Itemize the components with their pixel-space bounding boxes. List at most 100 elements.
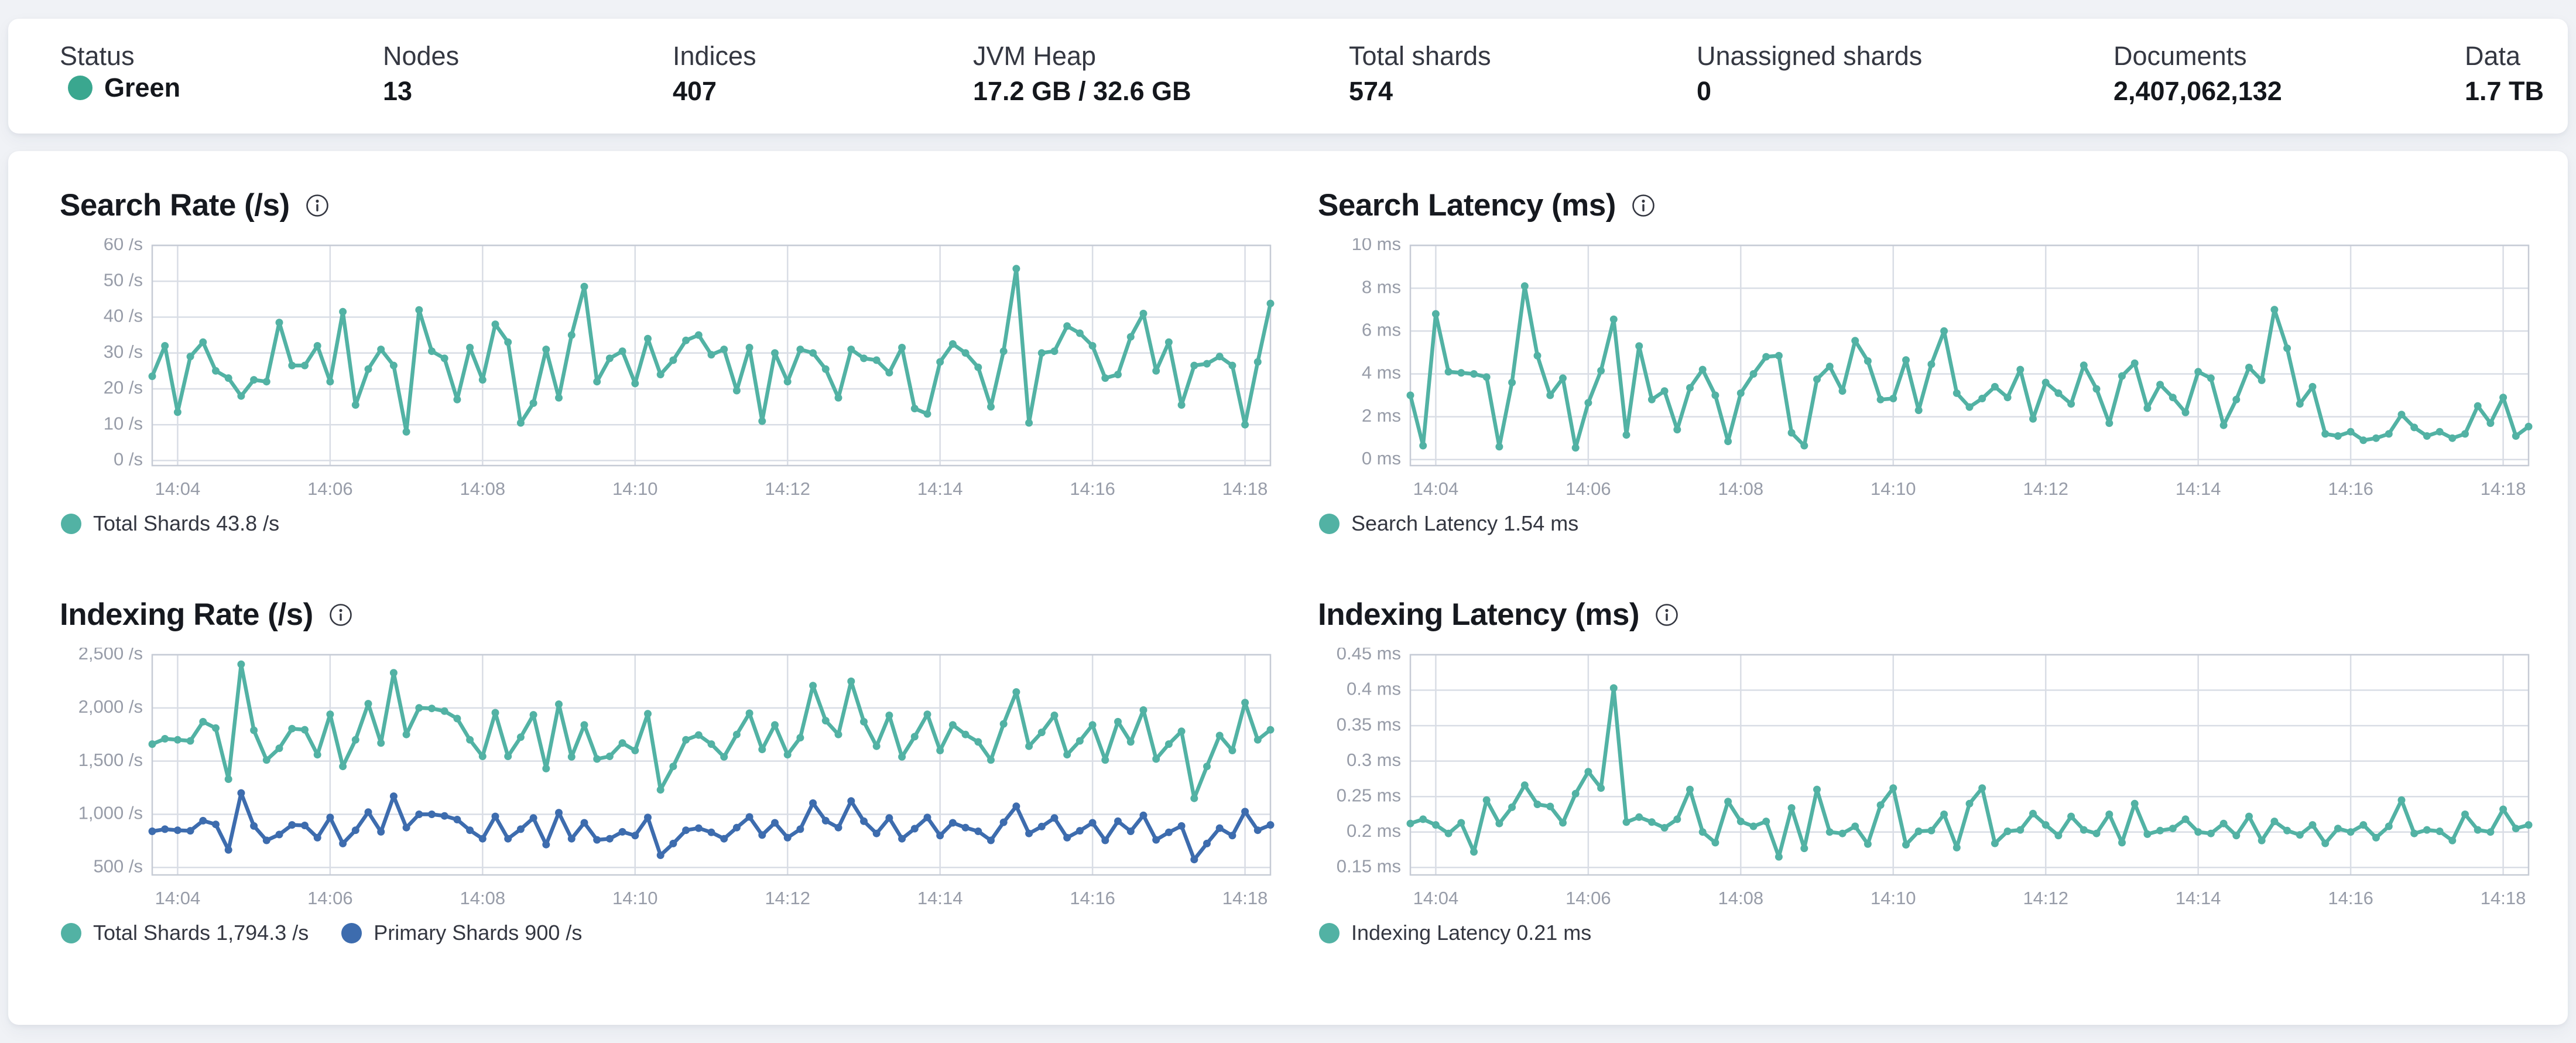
svg-text:14:12: 14:12 — [765, 888, 810, 908]
svg-text:1,000 /s: 1,000 /s — [78, 803, 143, 823]
svg-text:14:12: 14:12 — [2023, 888, 2068, 908]
svg-text:8 ms: 8 ms — [1362, 276, 1401, 297]
info-icon[interactable] — [305, 193, 330, 221]
legend-label: Total Shards 43.8 /s — [93, 511, 280, 535]
indexing-latency-chart[interactable]: 0.15 ms 0.2 ms 0.25 ms 0.3 ms 0.35 ms 0.4 ms 0… — [1312, 648, 2533, 911]
svg-text:14:10: 14:10 — [1871, 478, 1916, 499]
svg-text:0 ms: 0 ms — [1362, 448, 1401, 469]
svg-text:14:16: 14:16 — [1070, 478, 1115, 499]
info-icon[interactable] — [328, 603, 353, 630]
svg-text:6 ms: 6 ms — [1362, 319, 1401, 340]
info-icon[interactable] — [1654, 603, 1679, 630]
svg-text:14:16: 14:16 — [2328, 888, 2373, 908]
svg-text:0.35 ms: 0.35 ms — [1337, 714, 1401, 734]
health-status-dot — [68, 76, 93, 100]
info-icon[interactable] — [1631, 193, 1656, 221]
summary-label: Documents — [2113, 41, 2247, 71]
svg-text:500 /s: 500 /s — [94, 856, 143, 876]
summary-value: 13 — [383, 76, 413, 106]
svg-text:14:14: 14:14 — [917, 888, 963, 908]
svg-text:14:18: 14:18 — [2481, 888, 2526, 908]
legend-dot — [341, 922, 362, 943]
svg-text:2,500 /s: 2,500 /s — [78, 648, 143, 664]
svg-text:14:16: 14:16 — [2328, 478, 2373, 499]
svg-text:0.2 ms: 0.2 ms — [1347, 820, 1401, 841]
summary-value: 574 — [1349, 76, 1393, 106]
svg-text:14:04: 14:04 — [155, 478, 201, 499]
metrics-charts-panel: Search Rate (/s) 0 /s 10 /s 20 /s 30 /s 40 /… — [8, 151, 2568, 1025]
svg-text:14:14: 14:14 — [2176, 888, 2221, 908]
summary-value: 17.2 GB / 32.6 GB — [973, 76, 1191, 106]
summary-value: Green — [104, 73, 181, 102]
svg-text:14:14: 14:14 — [917, 478, 963, 499]
legend-item-indexing-latency[interactable]: Indexing Latency 0.21 ms — [1319, 921, 1591, 945]
svg-text:2,000 /s: 2,000 /s — [78, 696, 143, 717]
svg-text:14:04: 14:04 — [155, 888, 201, 908]
summary-value: 2,407,062,132 — [2113, 76, 2282, 106]
cluster-summary-bar: Status Green Nodes 13 Indices 407 JVM He… — [8, 19, 2568, 134]
chart-title: Indexing Rate (/s) — [60, 597, 313, 632]
summary-label: Status — [60, 41, 135, 71]
search-rate-chart[interactable]: 0 /s 10 /s 20 /s 30 /s 40 /s 50 /s 60 /s 14:04 1… — [54, 238, 1275, 502]
chart-title: Indexing Latency (ms) — [1318, 597, 1640, 632]
indexing-latency-chart-block: Indexing Latency (ms) 0.15 ms 0.2 ms 0.25 … — [1312, 597, 2533, 945]
svg-text:10 /s: 10 /s — [104, 413, 143, 433]
search-latency-chart-block: Search Latency (ms) 0 ms 2 ms 4 ms 6 ms 8 ms… — [1312, 187, 2533, 536]
legend-item-total-shards[interactable]: Total Shards 1,794.3 /s — [61, 921, 309, 945]
summary-label: Unassigned shards — [1697, 41, 1923, 71]
legend-label: Search Latency 1.54 ms — [1351, 511, 1579, 535]
legend-dot — [1319, 513, 1340, 534]
svg-text:14:18: 14:18 — [1222, 478, 1268, 499]
indexing-rate-chart-block: Indexing Rate (/s) 500 /s 1,000 /s 1,500 /… — [54, 597, 1275, 945]
svg-text:0.4 ms: 0.4 ms — [1347, 679, 1401, 699]
svg-text:14:04: 14:04 — [1413, 478, 1459, 499]
svg-text:14:04: 14:04 — [1413, 888, 1459, 908]
legend-label: Indexing Latency 0.21 ms — [1351, 921, 1592, 945]
svg-text:14:10: 14:10 — [1871, 888, 1916, 908]
svg-text:0.45 ms: 0.45 ms — [1337, 648, 1401, 664]
svg-text:20 /s: 20 /s — [104, 377, 143, 398]
svg-text:14:16: 14:16 — [1070, 888, 1115, 908]
svg-text:14:12: 14:12 — [2023, 478, 2068, 499]
svg-text:14:08: 14:08 — [1718, 478, 1764, 499]
svg-text:50 /s: 50 /s — [104, 269, 143, 290]
svg-text:0.15 ms: 0.15 ms — [1337, 856, 1401, 876]
svg-text:14:14: 14:14 — [2176, 478, 2221, 499]
summary-value: 0 — [1697, 76, 1712, 106]
svg-text:14:06: 14:06 — [307, 478, 353, 499]
svg-text:10 ms: 10 ms — [1352, 238, 1401, 254]
svg-text:14:06: 14:06 — [307, 888, 353, 908]
svg-text:40 /s: 40 /s — [104, 306, 143, 326]
svg-text:0.3 ms: 0.3 ms — [1347, 750, 1401, 770]
legend-label: Primary Shards 900 /s — [374, 921, 583, 945]
svg-text:14:06: 14:06 — [1566, 888, 1611, 908]
summary-value: 1.7 TB — [2465, 76, 2544, 106]
summary-label: JVM Heap — [973, 41, 1097, 71]
summary-label: Indices — [673, 41, 756, 71]
svg-text:2 ms: 2 ms — [1362, 405, 1401, 426]
search-latency-chart[interactable]: 0 ms 2 ms 4 ms 6 ms 8 ms 10 ms 14:04 14:06 14:08… — [1312, 238, 2533, 502]
legend-label: Total Shards 1,794.3 /s — [93, 921, 309, 945]
legend-item-search-latency[interactable]: Search Latency 1.54 ms — [1319, 511, 1578, 536]
chart-title: Search Latency (ms) — [1318, 188, 1616, 223]
search-rate-chart-block: Search Rate (/s) 0 /s 10 /s 20 /s 30 /s 40 /… — [54, 187, 1275, 536]
svg-text:14:12: 14:12 — [765, 478, 810, 499]
svg-text:14:08: 14:08 — [460, 888, 506, 908]
svg-text:14:08: 14:08 — [460, 478, 506, 499]
svg-text:14:10: 14:10 — [612, 888, 658, 908]
svg-text:14:10: 14:10 — [612, 478, 658, 499]
svg-text:60 /s: 60 /s — [104, 238, 143, 254]
summary-label: Nodes — [383, 41, 460, 71]
svg-text:4 ms: 4 ms — [1362, 363, 1401, 383]
svg-text:0.25 ms: 0.25 ms — [1337, 785, 1401, 805]
legend-dot — [61, 513, 81, 534]
svg-text:30 /s: 30 /s — [104, 341, 143, 362]
legend-dot — [1319, 922, 1340, 943]
summary-label: Data — [2465, 41, 2521, 71]
legend-item-total-shards[interactable]: Total Shards 43.8 /s — [61, 511, 279, 536]
summary-label: Total shards — [1349, 41, 1491, 71]
indexing-rate-chart[interactable]: 500 /s 1,000 /s 1,500 /s 2,000 /s 2,500 /s 14… — [54, 648, 1275, 911]
svg-text:14:18: 14:18 — [2481, 478, 2526, 499]
chart-title: Search Rate (/s) — [60, 188, 290, 223]
legend-item-primary-shards[interactable]: Primary Shards 900 /s — [341, 921, 582, 945]
